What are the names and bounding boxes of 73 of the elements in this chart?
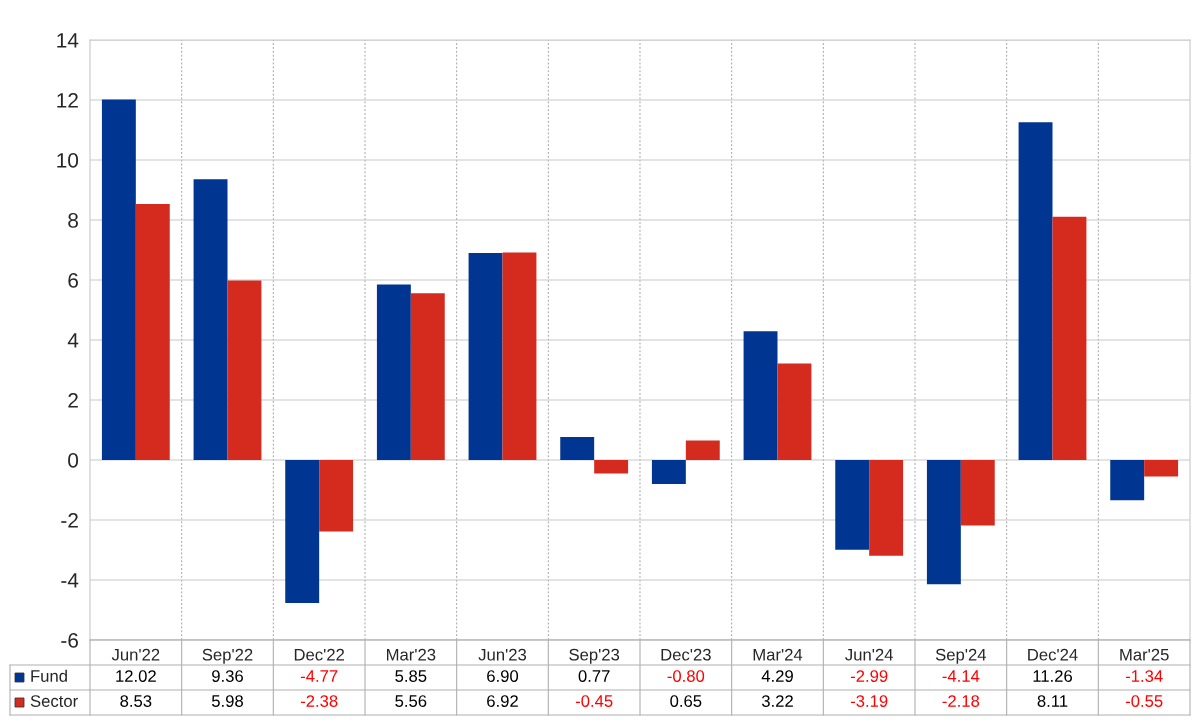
y-tick-label: 12 — [57, 93, 78, 108]
data-label: 5.85 — [395, 670, 427, 682]
x-tick-label: Sep'23 — [569, 648, 620, 664]
x-tick-label: Dec'23 — [661, 648, 711, 661]
x-tick-label: Mar'24 — [753, 648, 803, 661]
bar — [135, 204, 170, 460]
data-label: -2.18 — [942, 695, 980, 707]
data-label: 3.22 — [761, 695, 793, 707]
y-tick-label: 0 — [68, 453, 79, 468]
data-label: 8.11 — [1037, 695, 1068, 707]
x-tick-label: Jun'24 — [845, 648, 893, 661]
y-tick-label: -4 — [61, 573, 79, 588]
data-label: 8.53 — [120, 695, 152, 707]
bar — [1110, 460, 1145, 501]
data-label: 0.65 — [670, 695, 702, 707]
bar — [685, 440, 720, 460]
x-tick-label: Sep'24 — [935, 648, 987, 664]
data-label: -4.77 — [300, 670, 338, 682]
bar — [1144, 460, 1179, 477]
bar — [777, 363, 812, 460]
x-tick-label: Dec'22 — [294, 648, 345, 661]
x-tick-label: Mar'25 — [1120, 648, 1169, 661]
bar — [651, 460, 686, 484]
data-label: 4.29 — [761, 670, 793, 682]
bar — [101, 99, 136, 460]
legend-label: Sector — [30, 695, 78, 707]
y-tick-label: 6 — [68, 273, 78, 288]
bar — [960, 460, 995, 526]
x-tick-label: Jun'22 — [111, 648, 160, 661]
x-tick-label: Mar'23 — [386, 648, 436, 661]
bar — [1018, 122, 1053, 460]
data-label: 12.02 — [116, 670, 156, 682]
data-label: -0.45 — [575, 695, 613, 707]
bar — [410, 293, 445, 460]
data-label: 9.36 — [212, 670, 243, 682]
bar — [926, 460, 961, 585]
y-tick-label: 8 — [68, 213, 78, 228]
data-label: 5.98 — [211, 695, 243, 707]
x-tick-label: Jun'23 — [478, 648, 527, 661]
y-tick-label: 4 — [67, 333, 79, 348]
y-tick-label: 14 — [57, 33, 79, 48]
data-label: -0.80 — [667, 670, 705, 682]
data-label: 11.26 — [1033, 670, 1073, 682]
bar — [835, 460, 870, 550]
y-tick-label: 10 — [57, 153, 79, 168]
data-label: 0.77 — [578, 670, 610, 682]
x-tick-label: Sep'22 — [202, 648, 253, 664]
data-label: 6.92 — [487, 695, 518, 707]
data-label: -3.19 — [850, 695, 888, 707]
x-tick-label: Dec'24 — [1028, 648, 1078, 661]
bar — [743, 331, 778, 460]
data-label: -2.99 — [850, 670, 888, 682]
bar — [227, 280, 262, 460]
y-tick-label: -2 — [61, 513, 78, 528]
bar — [193, 179, 228, 460]
bar — [376, 284, 411, 460]
y-tick-label: 2 — [68, 393, 78, 408]
bar — [468, 253, 503, 460]
y-tick-label: -6 — [61, 633, 78, 648]
data-label: 5.56 — [395, 695, 427, 707]
bar — [502, 252, 537, 460]
data-label: -2.38 — [300, 695, 338, 707]
bar — [560, 436, 595, 460]
data-label: -1.34 — [1125, 670, 1163, 682]
bar — [285, 460, 320, 604]
data-label: 6.90 — [487, 670, 519, 682]
legend-label: Fund — [31, 669, 67, 682]
data-label: -4.14 — [942, 670, 980, 682]
data-label: -0.55 — [1125, 695, 1163, 707]
bar — [319, 460, 354, 532]
bar — [869, 460, 904, 556]
bar — [594, 460, 629, 474]
bar — [1052, 216, 1087, 460]
